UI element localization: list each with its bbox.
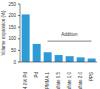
svg-text:150: 150 — [8, 25, 16, 30]
svg-text:Sulfate 2.0: Sulfate 2.0 — [78, 72, 83, 89]
svg-text:50: 50 — [11, 48, 17, 53]
svg-text:Addition: Addition — [61, 32, 78, 37]
svg-text:100: 100 — [8, 36, 16, 41]
svg-text:Volume expansion (%): Volume expansion (%) — [1, 10, 6, 56]
svg-text:Sulfate 0.5: Sulfate 0.5 — [56, 72, 61, 89]
svg-text:Sulfate 1.0: Sulfate 1.0 — [67, 72, 72, 89]
svg-text:PPS: PPS — [89, 72, 94, 81]
svg-text:0: 0 — [13, 60, 16, 65]
svg-text:200: 200 — [8, 13, 16, 18]
svg-text:Pt + 4.0% Pd: Pt + 4.0% Pd — [23, 72, 28, 89]
svg-text:PMMA 1: PMMA 1 — [45, 72, 50, 89]
svg-text:Pd: Pd — [34, 72, 39, 78]
svg-text:250: 250 — [8, 2, 16, 7]
